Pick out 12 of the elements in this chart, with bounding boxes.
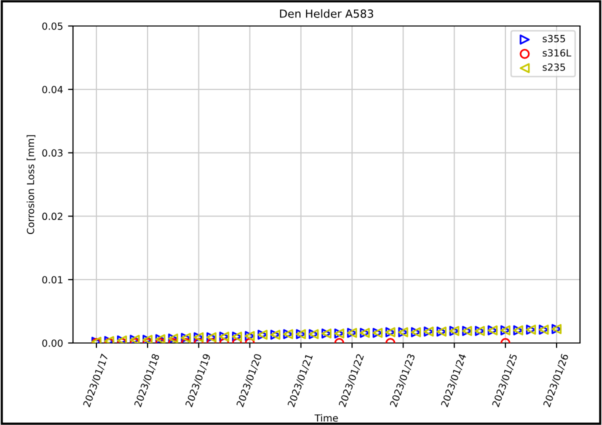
- y-tick-label: 0.04: [42, 86, 63, 94]
- legend-label: s235: [542, 63, 565, 71]
- y-tick-label: 0.05: [42, 22, 62, 30]
- legend-label: s355: [542, 34, 565, 42]
- y-tick-label: 0.02: [42, 212, 62, 220]
- y-axis-title: Corrosion Loss [mm]: [26, 135, 36, 234]
- x-axis-title: Time: [314, 414, 338, 422]
- y-tick-label: 0.03: [42, 149, 62, 157]
- legend-label: s316L: [542, 49, 572, 57]
- y-tick-label: 0.00: [42, 339, 63, 347]
- y-tick-label: 0.01: [42, 276, 62, 284]
- chart-title: Den Helder A583: [280, 9, 374, 18]
